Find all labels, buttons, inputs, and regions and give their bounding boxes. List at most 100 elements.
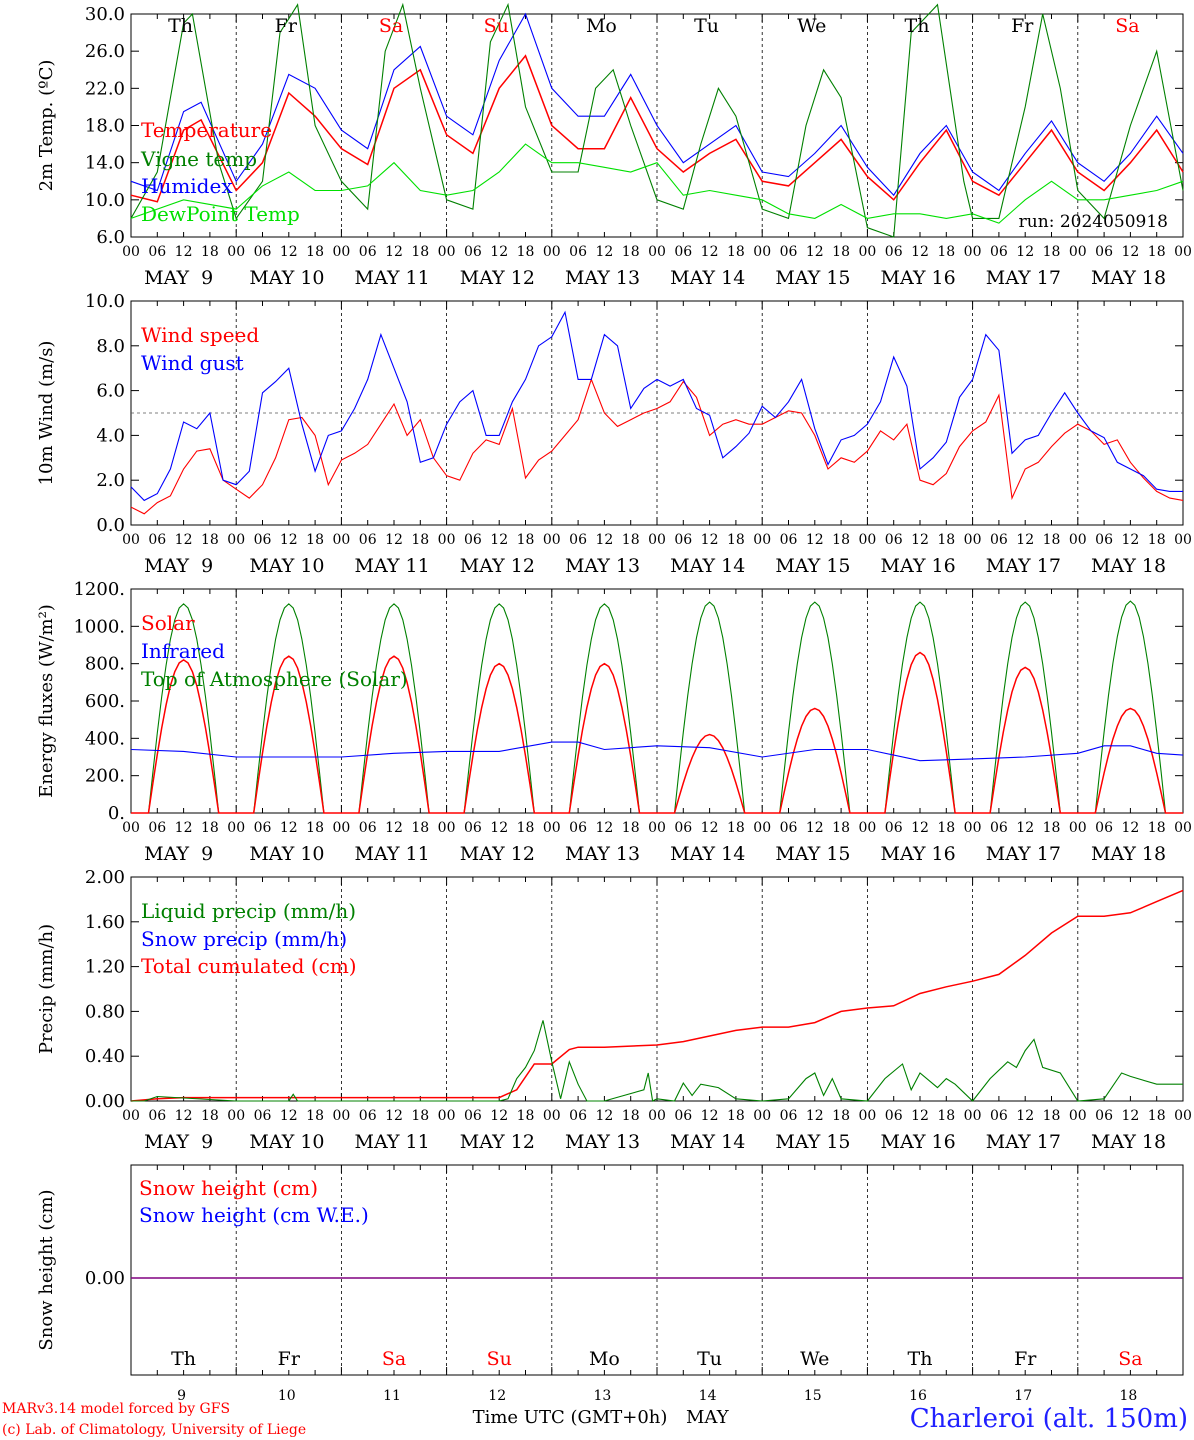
- date-label: MAY 11: [355, 843, 430, 865]
- series-line: [130, 310, 1183, 502]
- y-tick-label: 0.00: [85, 1091, 125, 1112]
- date-label: MAY 17: [986, 555, 1061, 577]
- hour-tick-label: 12: [806, 820, 824, 836]
- y-tick-label: 400.: [85, 728, 125, 749]
- day-number-label: 9: [177, 1388, 186, 1404]
- y-tick-label: 10.0: [85, 291, 125, 312]
- hour-tick-label: 18: [1148, 532, 1166, 548]
- x-axis-month: MAY: [686, 1407, 730, 1428]
- hour-tick-label: 12: [701, 1108, 719, 1124]
- hour-tick-label: 12: [175, 244, 193, 260]
- y-axis-label: 2m Temp. (ºC): [36, 60, 57, 192]
- hour-tick-label: 00: [964, 244, 982, 260]
- weekday-label: Fr: [275, 15, 298, 37]
- hour-tick-label: 06: [569, 820, 587, 836]
- hour-tick-label: 12: [280, 820, 298, 836]
- hour-tick-label: 12: [280, 532, 298, 548]
- y-tick-label: 0.0: [96, 515, 125, 536]
- series-line: [130, 12, 1184, 197]
- hour-tick-label: 18: [411, 532, 429, 548]
- hour-tick-label: 00: [332, 532, 350, 548]
- weekday-label: Mo: [586, 15, 617, 37]
- hour-tick-label: 18: [832, 244, 850, 260]
- legend-entry: Snow precip (mm/h): [141, 927, 347, 951]
- hour-tick-label: 12: [280, 1108, 298, 1124]
- legend-entry: Top of Atmosphere (Solar): [141, 667, 408, 691]
- series-line: [130, 143, 1184, 224]
- hour-tick-label: 00: [858, 244, 876, 260]
- hour-tick-label: 18: [1148, 244, 1166, 260]
- date-label: MAY 12: [460, 555, 535, 577]
- hour-tick-label: 06: [569, 244, 587, 260]
- hour-tick-label: 12: [911, 1108, 929, 1124]
- hour-tick-label: 00: [227, 244, 245, 260]
- weekday-label: Su: [487, 1348, 512, 1370]
- y-tick-label: 800.: [85, 654, 125, 675]
- date-label: MAY 18: [1091, 267, 1166, 289]
- hour-tick-label: 12: [595, 532, 613, 548]
- y-tick-label: 2.00: [85, 867, 125, 888]
- y-tick-label: 1.60: [85, 912, 125, 933]
- hour-tick-label: 18: [832, 1108, 850, 1124]
- hour-tick-label: 00: [964, 1108, 982, 1124]
- hour-tick-label: 12: [1121, 820, 1139, 836]
- y-tick-label: 0.00: [85, 1268, 125, 1289]
- panel-1: 6.0 10.0 14.0 18.0 22.0 26.0 30.0 2m Temp. (ºC)…: [36, 2, 1192, 289]
- day-number-label: 14: [699, 1388, 717, 1404]
- hour-tick-label: 12: [1121, 244, 1139, 260]
- y-axis-label: Energy fluxes (W/m²): [36, 604, 57, 798]
- hour-tick-label: 12: [911, 820, 929, 836]
- hour-tick-label: 18: [201, 532, 219, 548]
- hour-tick-label: 12: [701, 820, 719, 836]
- date-label: MAY 11: [355, 267, 430, 289]
- hour-tick-label: 12: [1016, 1108, 1034, 1124]
- hour-tick-label: 06: [885, 820, 903, 836]
- hour-tick-label: 06: [990, 532, 1008, 548]
- y-tick-label: 6.0: [96, 227, 125, 248]
- date-label: MAY 11: [355, 555, 430, 577]
- y-tick-label: 22.0: [85, 78, 125, 99]
- hour-tick-label: 00: [648, 244, 666, 260]
- hour-tick-label: 00: [332, 1108, 350, 1124]
- hour-tick-label: 06: [674, 1108, 692, 1124]
- date-label: MAY 13: [565, 843, 640, 865]
- hour-tick-label: 12: [1121, 1108, 1139, 1124]
- hour-tick-label: 12: [175, 532, 193, 548]
- hour-tick-label: 00: [227, 532, 245, 548]
- hour-tick-label: 18: [937, 532, 955, 548]
- hour-tick-label: 06: [569, 532, 587, 548]
- hour-tick-label: 18: [1148, 820, 1166, 836]
- hour-tick-label: 18: [306, 820, 324, 836]
- hour-tick-label: 18: [622, 1108, 640, 1124]
- hour-tick-label: 06: [780, 1108, 798, 1124]
- hour-tick-label: 18: [517, 820, 535, 836]
- hour-tick-label: 12: [490, 820, 508, 836]
- credit-line-2: (c) Lab. of Climatology, University of L…: [2, 1422, 306, 1438]
- y-tick-label: 0.: [108, 803, 125, 824]
- hour-tick-label: 00: [543, 532, 561, 548]
- hour-tick-label: 12: [595, 244, 613, 260]
- hour-tick-label: 06: [359, 820, 377, 836]
- legend-entry: Vigne temp: [140, 147, 257, 171]
- weekday-label: Th: [905, 15, 930, 37]
- hour-tick-label: 06: [780, 244, 798, 260]
- date-label: MAY 10: [249, 843, 324, 865]
- weekday-label: Tu: [697, 1348, 722, 1370]
- hour-tick-label: 06: [359, 532, 377, 548]
- day-number-label: 10: [278, 1388, 296, 1404]
- date-label: MAY 11: [355, 1131, 430, 1153]
- hour-tick-label: 00: [1174, 1108, 1192, 1124]
- station-label: Charleroi (alt. 150m): [910, 1404, 1188, 1434]
- hour-tick-label: 12: [1121, 532, 1139, 548]
- weekday-label: Tu: [694, 15, 719, 37]
- hour-tick-label: 12: [385, 1108, 403, 1124]
- y-tick-label: 30.0: [85, 4, 125, 25]
- hour-tick-label: 18: [201, 1108, 219, 1124]
- hour-tick-label: 00: [648, 1108, 666, 1124]
- y-axis-label: Precip (mm/h): [36, 924, 57, 1054]
- date-label: MAY 15: [775, 555, 850, 577]
- hour-tick-label: 00: [858, 1108, 876, 1124]
- hour-tick-label: 18: [306, 1108, 324, 1124]
- hour-tick-label: 18: [727, 1108, 745, 1124]
